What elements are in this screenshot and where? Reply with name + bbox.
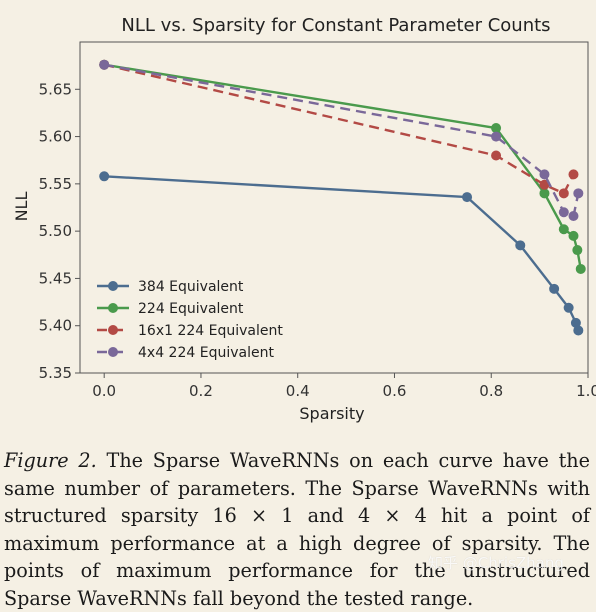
series-2-point (558, 224, 569, 235)
chart-title: NLL vs. Sparsity for Constant Parameter … (121, 15, 550, 36)
x-tick-label: 0.0 (92, 382, 116, 400)
y-tick-label: 5.45 (39, 269, 72, 287)
x-tick-label: 0.8 (479, 382, 503, 400)
legend-label: 384 Equivalent (138, 279, 244, 295)
series-1-point (549, 283, 560, 294)
caption-label: Figure 2. (4, 449, 97, 472)
legend-marker (108, 281, 118, 291)
series-3-point (539, 179, 550, 190)
y-tick-label: 5.50 (39, 222, 72, 240)
legend-marker (108, 347, 118, 357)
plot-frame (79, 41, 589, 374)
legend-label: 4x4 224 Equivalent (138, 345, 274, 361)
series-4-point (558, 207, 569, 218)
legend-label: 224 Equivalent (138, 301, 244, 317)
series-4-point (573, 188, 584, 199)
x-tick-label: 0.6 (383, 382, 407, 400)
series-line-3 (103, 63, 575, 195)
legend-marker (108, 303, 118, 313)
series-1-point (462, 192, 473, 203)
chart-svg: NLL vs. Sparsity for Constant Parameter … (12, 15, 596, 423)
series-4-point (568, 211, 579, 222)
series-2-point (491, 123, 502, 134)
legend-marker (108, 325, 118, 335)
x-axis-label: Sparsity (299, 404, 364, 423)
figure-caption: Figure 2. The Sparse WaveRNNs on each cu… (4, 447, 590, 612)
series-line-4 (103, 63, 580, 218)
x-tick-label: 0.2 (189, 382, 213, 400)
y-tick-label: 5.55 (39, 175, 72, 193)
series-line-2 (103, 63, 582, 270)
y-tick-label: 5.40 (39, 317, 72, 335)
x-tick-label: 0.4 (286, 382, 310, 400)
series-2-point (575, 263, 586, 274)
legend-label: 16x1 224 Equivalent (138, 323, 283, 339)
caption-text: The Sparse WaveRNNs on each curve have t… (4, 449, 591, 610)
x-tick-label: 1.0 (576, 382, 596, 400)
series-2-point (572, 245, 583, 256)
series-1-point (99, 171, 110, 182)
series-3-point (558, 188, 569, 199)
series-1-point (570, 317, 581, 328)
series-2-point (568, 230, 579, 241)
series-1-point (563, 302, 574, 313)
series-3-point (568, 169, 579, 180)
series-4-point (99, 59, 110, 70)
series-4-point (491, 131, 502, 142)
series-3-point (491, 150, 502, 161)
series-1-point (515, 240, 526, 251)
watermark: 知乎 @ChrisZhang (428, 554, 564, 572)
y-tick-label: 5.60 (39, 128, 72, 146)
y-axis-label: NLL (12, 192, 31, 222)
chart: NLL vs. Sparsity for Constant Parameter … (12, 15, 596, 423)
series-1-point (573, 325, 584, 336)
y-tick-label: 5.65 (39, 80, 72, 98)
series-4-point (539, 169, 550, 180)
series-2-point (539, 188, 550, 199)
y-tick-label: 5.35 (39, 364, 72, 382)
